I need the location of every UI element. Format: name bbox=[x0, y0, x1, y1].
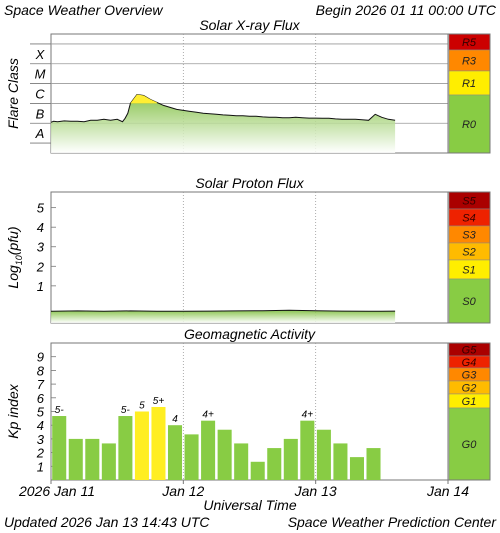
xray-tick-M: M bbox=[35, 67, 46, 82]
r-scale-label: R1 bbox=[462, 78, 476, 90]
kp-bar bbox=[68, 438, 83, 480]
x-tick-label-1: 2026 Jan 11 bbox=[18, 483, 95, 499]
s-scale-label: S1 bbox=[462, 265, 475, 277]
kp-tick-2: 2 bbox=[36, 446, 45, 461]
x-axis-title: Universal Time bbox=[203, 497, 297, 513]
proton-ylabel: Log10(pfu) bbox=[5, 226, 24, 288]
r-scale-segment bbox=[448, 70, 491, 96]
plot-area-3 bbox=[50, 342, 449, 481]
kp-bar bbox=[234, 443, 249, 480]
g-scale-label: G5 bbox=[462, 345, 478, 357]
kp-bar bbox=[283, 438, 298, 480]
proton-tick-2: 2 bbox=[36, 259, 45, 274]
kp-bar-label: 5+ bbox=[153, 396, 165, 407]
s-scale-frame bbox=[447, 191, 491, 324]
proton-tick-5: 5 bbox=[37, 201, 45, 216]
kp-tick-6: 6 bbox=[37, 391, 45, 406]
kp-bar-label: 4+ bbox=[302, 410, 314, 421]
proton-tick-3: 3 bbox=[37, 240, 45, 255]
x-tick-label-4: Jan 14 bbox=[426, 483, 469, 499]
xray-tick-C: C bbox=[35, 87, 45, 102]
g-scale-label: G4 bbox=[462, 357, 477, 369]
xray-area bbox=[51, 94, 396, 153]
kp-bar-label: 5- bbox=[55, 405, 65, 416]
kp-tick-7: 7 bbox=[37, 377, 45, 392]
kp-bar bbox=[217, 429, 232, 480]
kp-bar-label: 4+ bbox=[202, 410, 214, 421]
kp-bar bbox=[52, 416, 67, 480]
s-scale-label: S3 bbox=[462, 230, 476, 242]
kp-bar bbox=[201, 420, 216, 480]
r-scale-label: R0 bbox=[462, 119, 477, 131]
updated-value: 2026 Jan 13 14:43 UTC bbox=[60, 514, 210, 530]
g-scale-label: G0 bbox=[462, 439, 478, 451]
kp-bar bbox=[366, 448, 381, 480]
r-scale-label: R3 bbox=[462, 56, 477, 68]
kp-tick-3: 3 bbox=[37, 432, 45, 447]
updated-label: Updated bbox=[4, 514, 57, 530]
proton-tick-4: 4 bbox=[37, 220, 44, 235]
ylabel-subscript: 10 bbox=[14, 255, 24, 265]
s-scale-label: S2 bbox=[462, 247, 475, 259]
s-scale-segment bbox=[448, 278, 491, 324]
kp-bar bbox=[250, 461, 265, 480]
kp-bar bbox=[118, 416, 133, 480]
xray-peak-highlight bbox=[130, 94, 157, 104]
g-scale-label: G3 bbox=[462, 370, 478, 382]
kp-bar bbox=[167, 425, 183, 480]
kp-bar-label: 4 bbox=[172, 414, 178, 425]
panel-title-1: Solar X-ray Flux bbox=[199, 17, 300, 33]
r-scale-label: R5 bbox=[462, 37, 477, 49]
kp-bar-label: 5 bbox=[139, 401, 145, 412]
kp-bar bbox=[134, 411, 149, 480]
kp-tick-9: 9 bbox=[37, 350, 44, 365]
proton-line bbox=[50, 309, 396, 312]
kp-bar bbox=[333, 443, 348, 480]
xray-tick-A: A bbox=[35, 126, 45, 141]
kp-bar bbox=[85, 438, 100, 480]
kp-bar bbox=[316, 429, 331, 480]
kp-tick-4: 4 bbox=[37, 418, 44, 433]
begin-time: Begin 2026 01 11 00:00 UTC bbox=[316, 2, 496, 18]
kp-bar bbox=[184, 434, 199, 480]
kp-bar-label: 5- bbox=[121, 405, 131, 416]
plot-area-2 bbox=[50, 191, 449, 324]
proton-tick-1: 1 bbox=[37, 279, 44, 294]
g-scale-label: G1 bbox=[462, 396, 477, 408]
xray-tick-X: X bbox=[35, 47, 46, 62]
x-tick-label-3: Jan 13 bbox=[294, 483, 337, 499]
proton-area bbox=[51, 310, 396, 323]
xray-tick-B: B bbox=[36, 106, 45, 121]
r-scale-segment bbox=[448, 94, 491, 154]
g-scale-frame bbox=[447, 342, 491, 481]
s-scale-label: S4 bbox=[462, 213, 475, 225]
begin-label: Begin bbox=[315, 2, 352, 18]
kp-bar bbox=[267, 448, 282, 480]
x-tick-label-2: Jan 12 bbox=[161, 483, 204, 499]
kp-bar bbox=[349, 457, 364, 480]
kp-tick-1: 1 bbox=[37, 459, 44, 474]
r-scale-frame bbox=[447, 33, 491, 154]
kp-ylabel: Kp index bbox=[5, 383, 21, 438]
page-title: Space Weather Overview bbox=[4, 2, 163, 18]
panel-title-3: Geomagnetic Activity bbox=[184, 326, 316, 342]
panel-title-2: Solar Proton Flux bbox=[195, 175, 304, 191]
kp-bar bbox=[151, 406, 166, 480]
kp-tick-8: 8 bbox=[37, 363, 45, 378]
kp-tick-5: 5 bbox=[37, 405, 45, 420]
begin-value: 2026 01 11 00:00 UTC bbox=[355, 2, 496, 18]
xray-line bbox=[50, 93, 396, 123]
kp-bar bbox=[300, 420, 315, 480]
g-scale-label: G2 bbox=[462, 383, 477, 395]
data-source: Space Weather Prediction Center bbox=[287, 514, 496, 530]
s-scale-label: S0 bbox=[462, 296, 476, 308]
kp-bar bbox=[101, 443, 116, 480]
ylabel-part: (pfu) bbox=[5, 226, 21, 255]
updated-time: Updated 2026 Jan 13 14:43 UTC bbox=[4, 514, 209, 530]
ylabel-part: Log bbox=[5, 265, 21, 289]
xray-ylabel: Flare Class bbox=[5, 58, 21, 129]
s-scale-label: S5 bbox=[462, 196, 476, 208]
